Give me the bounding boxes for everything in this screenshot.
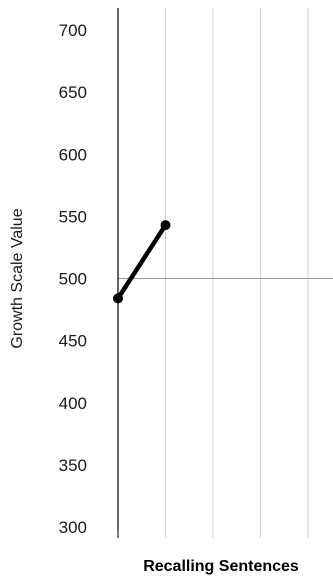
data-point-0-1 xyxy=(160,220,171,231)
y-tick-label-450: 450 xyxy=(59,332,87,351)
y-axis-title: Growth Scale Value xyxy=(9,208,26,348)
y-tick-label-500: 500 xyxy=(59,270,87,289)
y-tick-label-550: 550 xyxy=(59,207,87,226)
y-tick-label-300: 300 xyxy=(59,518,87,537)
y-axis-tick-labels: 300 350 400 450 500 550 600 650 700 xyxy=(59,21,87,537)
y-tick-label-700: 700 xyxy=(59,21,87,40)
x-axis-title: Recalling Sentences xyxy=(143,558,299,575)
data-point-0-0 xyxy=(113,293,123,304)
vertical-gridlines xyxy=(165,8,309,530)
series-group xyxy=(113,220,171,304)
y-tick-label-400: 400 xyxy=(59,394,87,413)
series-line-0 xyxy=(115,222,168,301)
y-tick-label-600: 600 xyxy=(59,145,87,164)
x-axis-ticks xyxy=(117,530,309,538)
y-tick-label-650: 650 xyxy=(59,83,87,102)
y-tick-label-350: 350 xyxy=(59,456,87,475)
